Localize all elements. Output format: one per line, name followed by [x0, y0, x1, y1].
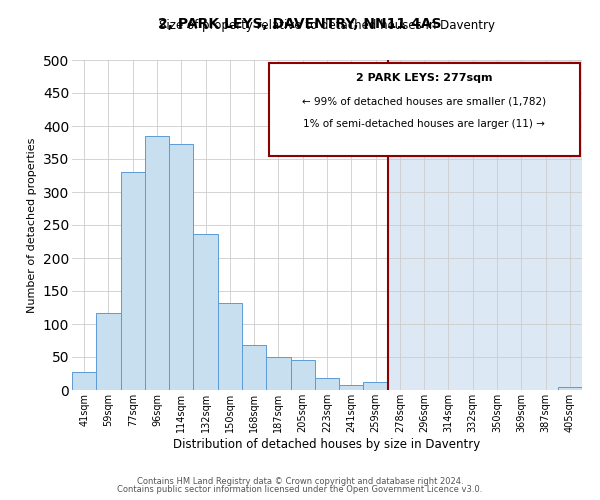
Text: 1% of semi-detached houses are larger (11) →: 1% of semi-detached houses are larger (1…	[303, 120, 545, 130]
Bar	[96, 314, 121, 390]
Bar	[339, 386, 364, 390]
Y-axis label: Number of detached properties: Number of detached properties	[27, 138, 37, 312]
Bar	[145, 136, 169, 390]
Bar	[266, 357, 290, 390]
Bar	[558, 386, 582, 390]
Text: Contains public sector information licensed under the Open Government Licence v3: Contains public sector information licen…	[118, 485, 482, 494]
FancyBboxPatch shape	[269, 64, 580, 156]
Text: Contains HM Land Registry data © Crown copyright and database right 2024.: Contains HM Land Registry data © Crown c…	[137, 477, 463, 486]
Title: Size of property relative to detached houses in Daventry: Size of property relative to detached ho…	[159, 20, 495, 32]
Bar	[290, 360, 315, 390]
Bar	[169, 144, 193, 390]
Text: 2, PARK LEYS, DAVENTRY, NN11 4AS: 2, PARK LEYS, DAVENTRY, NN11 4AS	[158, 18, 442, 32]
Bar	[388, 60, 582, 390]
Text: 2 PARK LEYS: 277sqm: 2 PARK LEYS: 277sqm	[356, 73, 493, 83]
Bar	[315, 378, 339, 390]
Bar	[364, 382, 388, 390]
Bar	[121, 172, 145, 390]
Bar	[242, 345, 266, 390]
X-axis label: Distribution of detached houses by size in Daventry: Distribution of detached houses by size …	[173, 438, 481, 450]
Bar	[193, 234, 218, 390]
Text: ← 99% of detached houses are smaller (1,782): ← 99% of detached houses are smaller (1,…	[302, 96, 546, 106]
Bar	[72, 372, 96, 390]
Bar	[218, 303, 242, 390]
